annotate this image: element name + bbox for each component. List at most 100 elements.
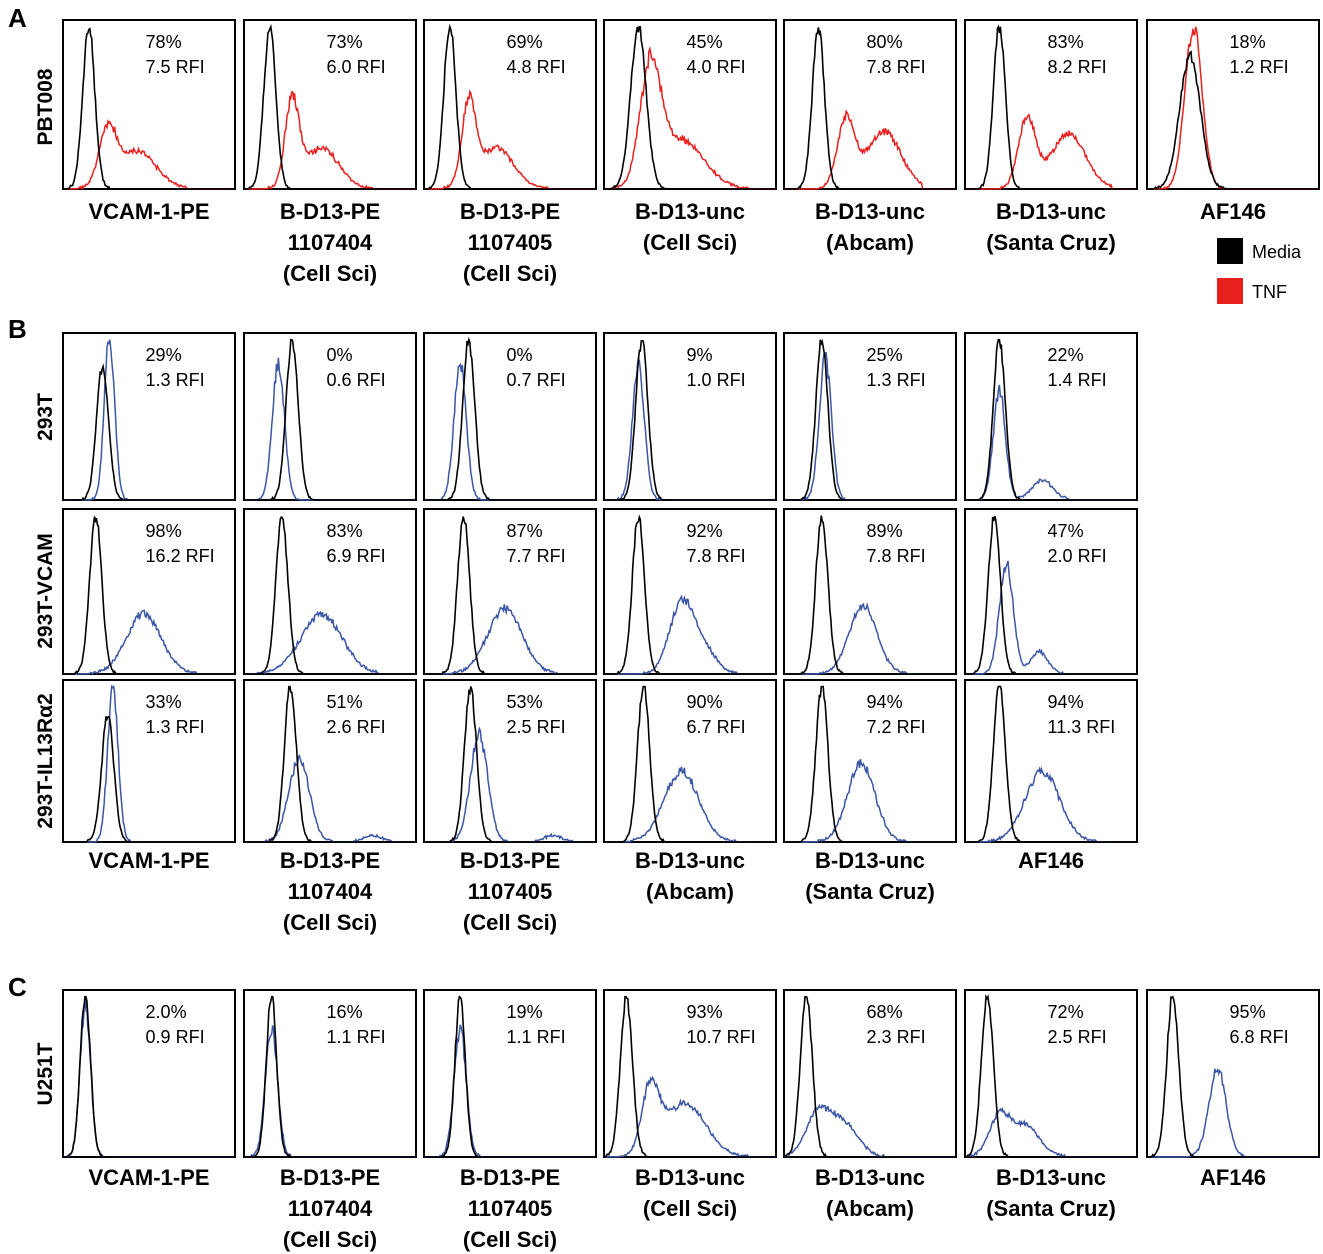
plot-b-r2-2-rfi: 6.9 RFI — [327, 546, 386, 566]
plot-b-r3-6-percent: 94% — [1048, 692, 1084, 712]
plot-c-3-xlabel-line: (Cell Sci) — [463, 1227, 557, 1252]
plot-b-r3-3-xlabel-line: B-D13-PE — [460, 848, 560, 873]
row-label-3: 293T-IL13Rα2 — [34, 693, 57, 828]
plot-b-r3-3-test-histogram — [424, 729, 596, 842]
plot-a-3-xlabel-line: 1107405 — [468, 230, 552, 255]
legend-swatch-media — [1217, 238, 1243, 264]
plot-b-r3-4-percent: 90% — [687, 692, 723, 712]
plot-c-4-percent: 93% — [687, 1002, 723, 1022]
legend-label-media: Media — [1252, 242, 1302, 262]
plot-a-5-rfi: 7.8 RFI — [867, 57, 926, 77]
plot-b-r3-1-xlabel-line: VCAM-1-PE — [88, 848, 209, 873]
plot-c-2-xlabel-line: (Cell Sci) — [283, 1227, 377, 1252]
plot-c-5-percent: 68% — [867, 1002, 903, 1022]
plot-a-6-xlabel-line: (Santa Cruz) — [986, 230, 1116, 255]
plot-b-r1-5-percent: 25% — [867, 345, 903, 365]
plot-a-5-xlabel-line: (Abcam) — [826, 230, 914, 255]
plot-c-5-xlabel-line: (Abcam) — [826, 1196, 914, 1221]
plot-a-2-xlabel-line: B-D13-PE — [280, 199, 380, 224]
plot-a-3-rfi: 4.8 RFI — [507, 57, 566, 77]
plot-c-4-test-histogram — [604, 1078, 776, 1157]
plot-a-6-rfi: 8.2 RFI — [1048, 57, 1107, 77]
panel-letter-c: C — [8, 972, 27, 1002]
plot-c-5-xlabel-line: B-D13-unc — [815, 1165, 925, 1190]
plot-b-r2-1-test-histogram — [63, 610, 235, 674]
plot-a-1-xlabel-line: VCAM-1-PE — [88, 199, 209, 224]
plot-b-r2-4-percent: 92% — [687, 521, 723, 541]
plot-b-r2-5-rfi: 7.8 RFI — [867, 546, 926, 566]
plot-a-2-percent: 73% — [327, 32, 363, 52]
plot-b-r3-2-xlabel-line: (Cell Sci) — [283, 910, 377, 935]
plot-c-7-xlabel-line: AF146 — [1200, 1165, 1266, 1190]
plot-b-r1-6-rfi: 1.4 RFI — [1048, 370, 1107, 390]
plot-b-r1-2-percent: 0% — [327, 345, 353, 365]
plot-b-r3-4-rfi: 6.7 RFI — [687, 717, 746, 737]
plot-b-r2-5-percent: 89% — [867, 521, 903, 541]
plot-b-r2-3-percent: 87% — [507, 521, 543, 541]
plot-c-6-percent: 72% — [1048, 1002, 1084, 1022]
plot-b-r1-1-rfi: 1.3 RFI — [146, 370, 205, 390]
plot-a-1-percent: 78% — [146, 32, 182, 52]
plot-b-r2-2-percent: 83% — [327, 521, 363, 541]
plot-b-r1-6-percent: 22% — [1048, 345, 1084, 365]
plot-c-2-rfi: 1.1 RFI — [327, 1027, 386, 1047]
plot-c-6-xlabel-line: (Santa Cruz) — [986, 1196, 1116, 1221]
plot-b-r1-3-percent: 0% — [507, 345, 533, 365]
plot-b-r3-6-xlabel-line: AF146 — [1018, 848, 1084, 873]
plot-a-1-test-histogram — [63, 121, 235, 189]
plot-c-3-rfi: 1.1 RFI — [507, 1027, 566, 1047]
plot-a-3-xlabel-line: B-D13-PE — [460, 199, 560, 224]
plot-a-2-rfi: 6.0 RFI — [327, 57, 386, 77]
plot-b-r3-2-xlabel-line: 1107404 — [288, 879, 373, 904]
plot-b-r2-1-rfi: 16.2 RFI — [146, 546, 215, 566]
plot-b-r2-6-test-histogram — [965, 561, 1137, 674]
plot-c-7-percent: 95% — [1230, 1002, 1266, 1022]
plot-c-4-xlabel-line: (Cell Sci) — [643, 1196, 737, 1221]
plot-b-r1-4-rfi: 1.0 RFI — [687, 370, 746, 390]
row-label-pbt008: PBT008 — [34, 68, 57, 145]
plot-b-r3-3-xlabel-line: 1107405 — [468, 879, 552, 904]
plot-b-r3-4-xlabel-line: B-D13-unc — [635, 848, 745, 873]
plot-a-4-rfi: 4.0 RFI — [687, 57, 746, 77]
plot-b-r1-2-rfi: 0.6 RFI — [327, 370, 386, 390]
plot-a-2-xlabel-line: (Cell Sci) — [283, 261, 377, 286]
legend-swatch-tnf — [1217, 278, 1243, 304]
plot-c-2-xlabel-line: B-D13-PE — [280, 1165, 380, 1190]
plot-c-2-percent: 16% — [327, 1002, 363, 1022]
plot-c-1-rfi: 0.9 RFI — [146, 1027, 205, 1047]
plot-a-3-xlabel-line: (Cell Sci) — [463, 261, 557, 286]
plot-b-r3-2-rfi: 2.6 RFI — [327, 717, 386, 737]
plot-b-r2-3-rfi: 7.7 RFI — [507, 546, 566, 566]
plot-a-2-xlabel-line: 1107404 — [288, 230, 373, 255]
plot-a-7-xlabel-line: AF146 — [1200, 199, 1266, 224]
row-label-u251t: U251T — [34, 1042, 57, 1105]
plot-a-6-xlabel-line: B-D13-unc — [996, 199, 1106, 224]
plot-b-r3-2-test-histogram — [244, 756, 416, 842]
plot-b-r1-5-rfi: 1.3 RFI — [867, 370, 926, 390]
plot-a-3-percent: 69% — [507, 32, 543, 52]
plot-b-r2-4-rfi: 7.8 RFI — [687, 546, 746, 566]
plot-a-5-percent: 80% — [867, 32, 903, 52]
plot-a-1-rfi: 7.5 RFI — [146, 57, 205, 77]
plot-b-r3-5-test-histogram — [784, 759, 956, 842]
plot-b-r3-2-xlabel-line: B-D13-PE — [280, 848, 380, 873]
plot-c-5-test-histogram — [784, 1105, 956, 1157]
plot-c-7-rfi: 6.8 RFI — [1230, 1027, 1289, 1047]
plot-b-r3-5-xlabel-line: B-D13-unc — [815, 848, 925, 873]
plot-c-5-rfi: 2.3 RFI — [867, 1027, 926, 1047]
plot-b-r2-2-test-histogram — [244, 612, 416, 674]
row-label-2: 293T-VCAM — [34, 533, 57, 649]
plot-a-7-rfi: 1.2 RFI — [1230, 57, 1289, 77]
plot-a-7-percent: 18% — [1230, 32, 1266, 52]
panel-letter-a: A — [8, 3, 27, 33]
plot-c-6-xlabel-line: B-D13-unc — [996, 1165, 1106, 1190]
row-label-1: 293T — [34, 393, 57, 441]
plot-b-r3-4-xlabel-line: (Abcam) — [646, 879, 734, 904]
plot-a-4-xlabel-line: B-D13-unc — [635, 199, 745, 224]
plot-b-r2-1-percent: 98% — [146, 521, 182, 541]
plot-c-3-xlabel-line: 1107405 — [468, 1196, 552, 1221]
plot-c-3-percent: 19% — [507, 1002, 543, 1022]
plot-b-r3-6-rfi: 11.3 RFI — [1048, 717, 1116, 737]
plot-b-r3-3-percent: 53% — [507, 692, 543, 712]
